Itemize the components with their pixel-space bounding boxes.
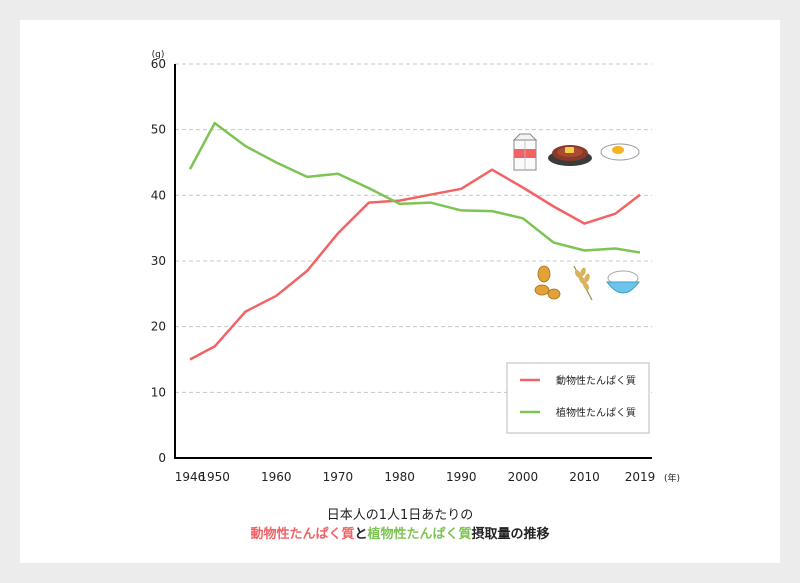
soybeans-icon: [534, 265, 561, 300]
x-tick-label: 2019: [625, 470, 656, 484]
chart-frame: 0 10 20 30 40 50 60 1946 1950 1960 1970 1980 1990 20…: [20, 20, 780, 563]
y-unit-label: (g): [152, 50, 165, 60]
series-layer: [188, 121, 641, 361]
rice-bowl-icon: [606, 270, 640, 294]
legend: 動物性たんぱく質 植物性たんぱく質: [506, 362, 650, 434]
legend-box: [506, 362, 650, 434]
fried-egg-icon: [600, 143, 640, 161]
caption-plant: 植物性たんぱく質: [367, 527, 472, 542]
y-tick-label: 40: [151, 188, 166, 202]
caption-line-1: 日本人の1人1日あたりの: [326, 508, 474, 523]
y-tick-label: 20: [151, 320, 166, 334]
chart-caption: 日本人の1人1日あたりの 動物性たんぱく質と植物性たんぱく質摂取量の推移: [20, 506, 780, 544]
caption-animal: 動物性たんぱく質: [250, 527, 355, 542]
y-tick-label: 30: [151, 254, 166, 268]
legend-label-animal: 動物性たんぱく質: [556, 374, 636, 387]
x-tick-label: 1950: [199, 470, 230, 484]
x-tick-label: 1960: [261, 470, 292, 484]
y-tick-label: 50: [151, 123, 166, 137]
axes: [174, 64, 652, 459]
series-line-animal: [189, 168, 641, 361]
milk-carton-icon: [512, 133, 538, 171]
legend-label-plant: 植物性たんぱく質: [556, 406, 636, 419]
x-tick-label: 1970: [323, 470, 354, 484]
y-tick-label: 10: [151, 385, 166, 399]
x-tick-label: 1980: [384, 470, 415, 484]
caption-and: と: [354, 527, 368, 542]
x-tick-label: 1990: [446, 470, 477, 484]
wheat-icon: [573, 265, 593, 301]
steak-icon: [548, 145, 592, 166]
y-tick-labels: 0 10 20 30 40 50 60: [151, 57, 166, 465]
caption-line-2: 動物性たんぱく質と植物性たんぱく質摂取量の推移: [20, 525, 780, 544]
x-tick-label: 1946: [175, 470, 206, 484]
grid-lines: [175, 63, 652, 393]
series-line-plant: [188, 121, 641, 254]
x-tick-label: 2000: [508, 470, 539, 484]
y-tick-label: 0: [158, 451, 166, 465]
x-unit-label: (年): [664, 472, 680, 484]
x-tick-label: 2010: [569, 470, 600, 484]
y-tick-label: 60: [151, 57, 166, 71]
caption-tail: 摂取量の推移: [471, 527, 550, 542]
